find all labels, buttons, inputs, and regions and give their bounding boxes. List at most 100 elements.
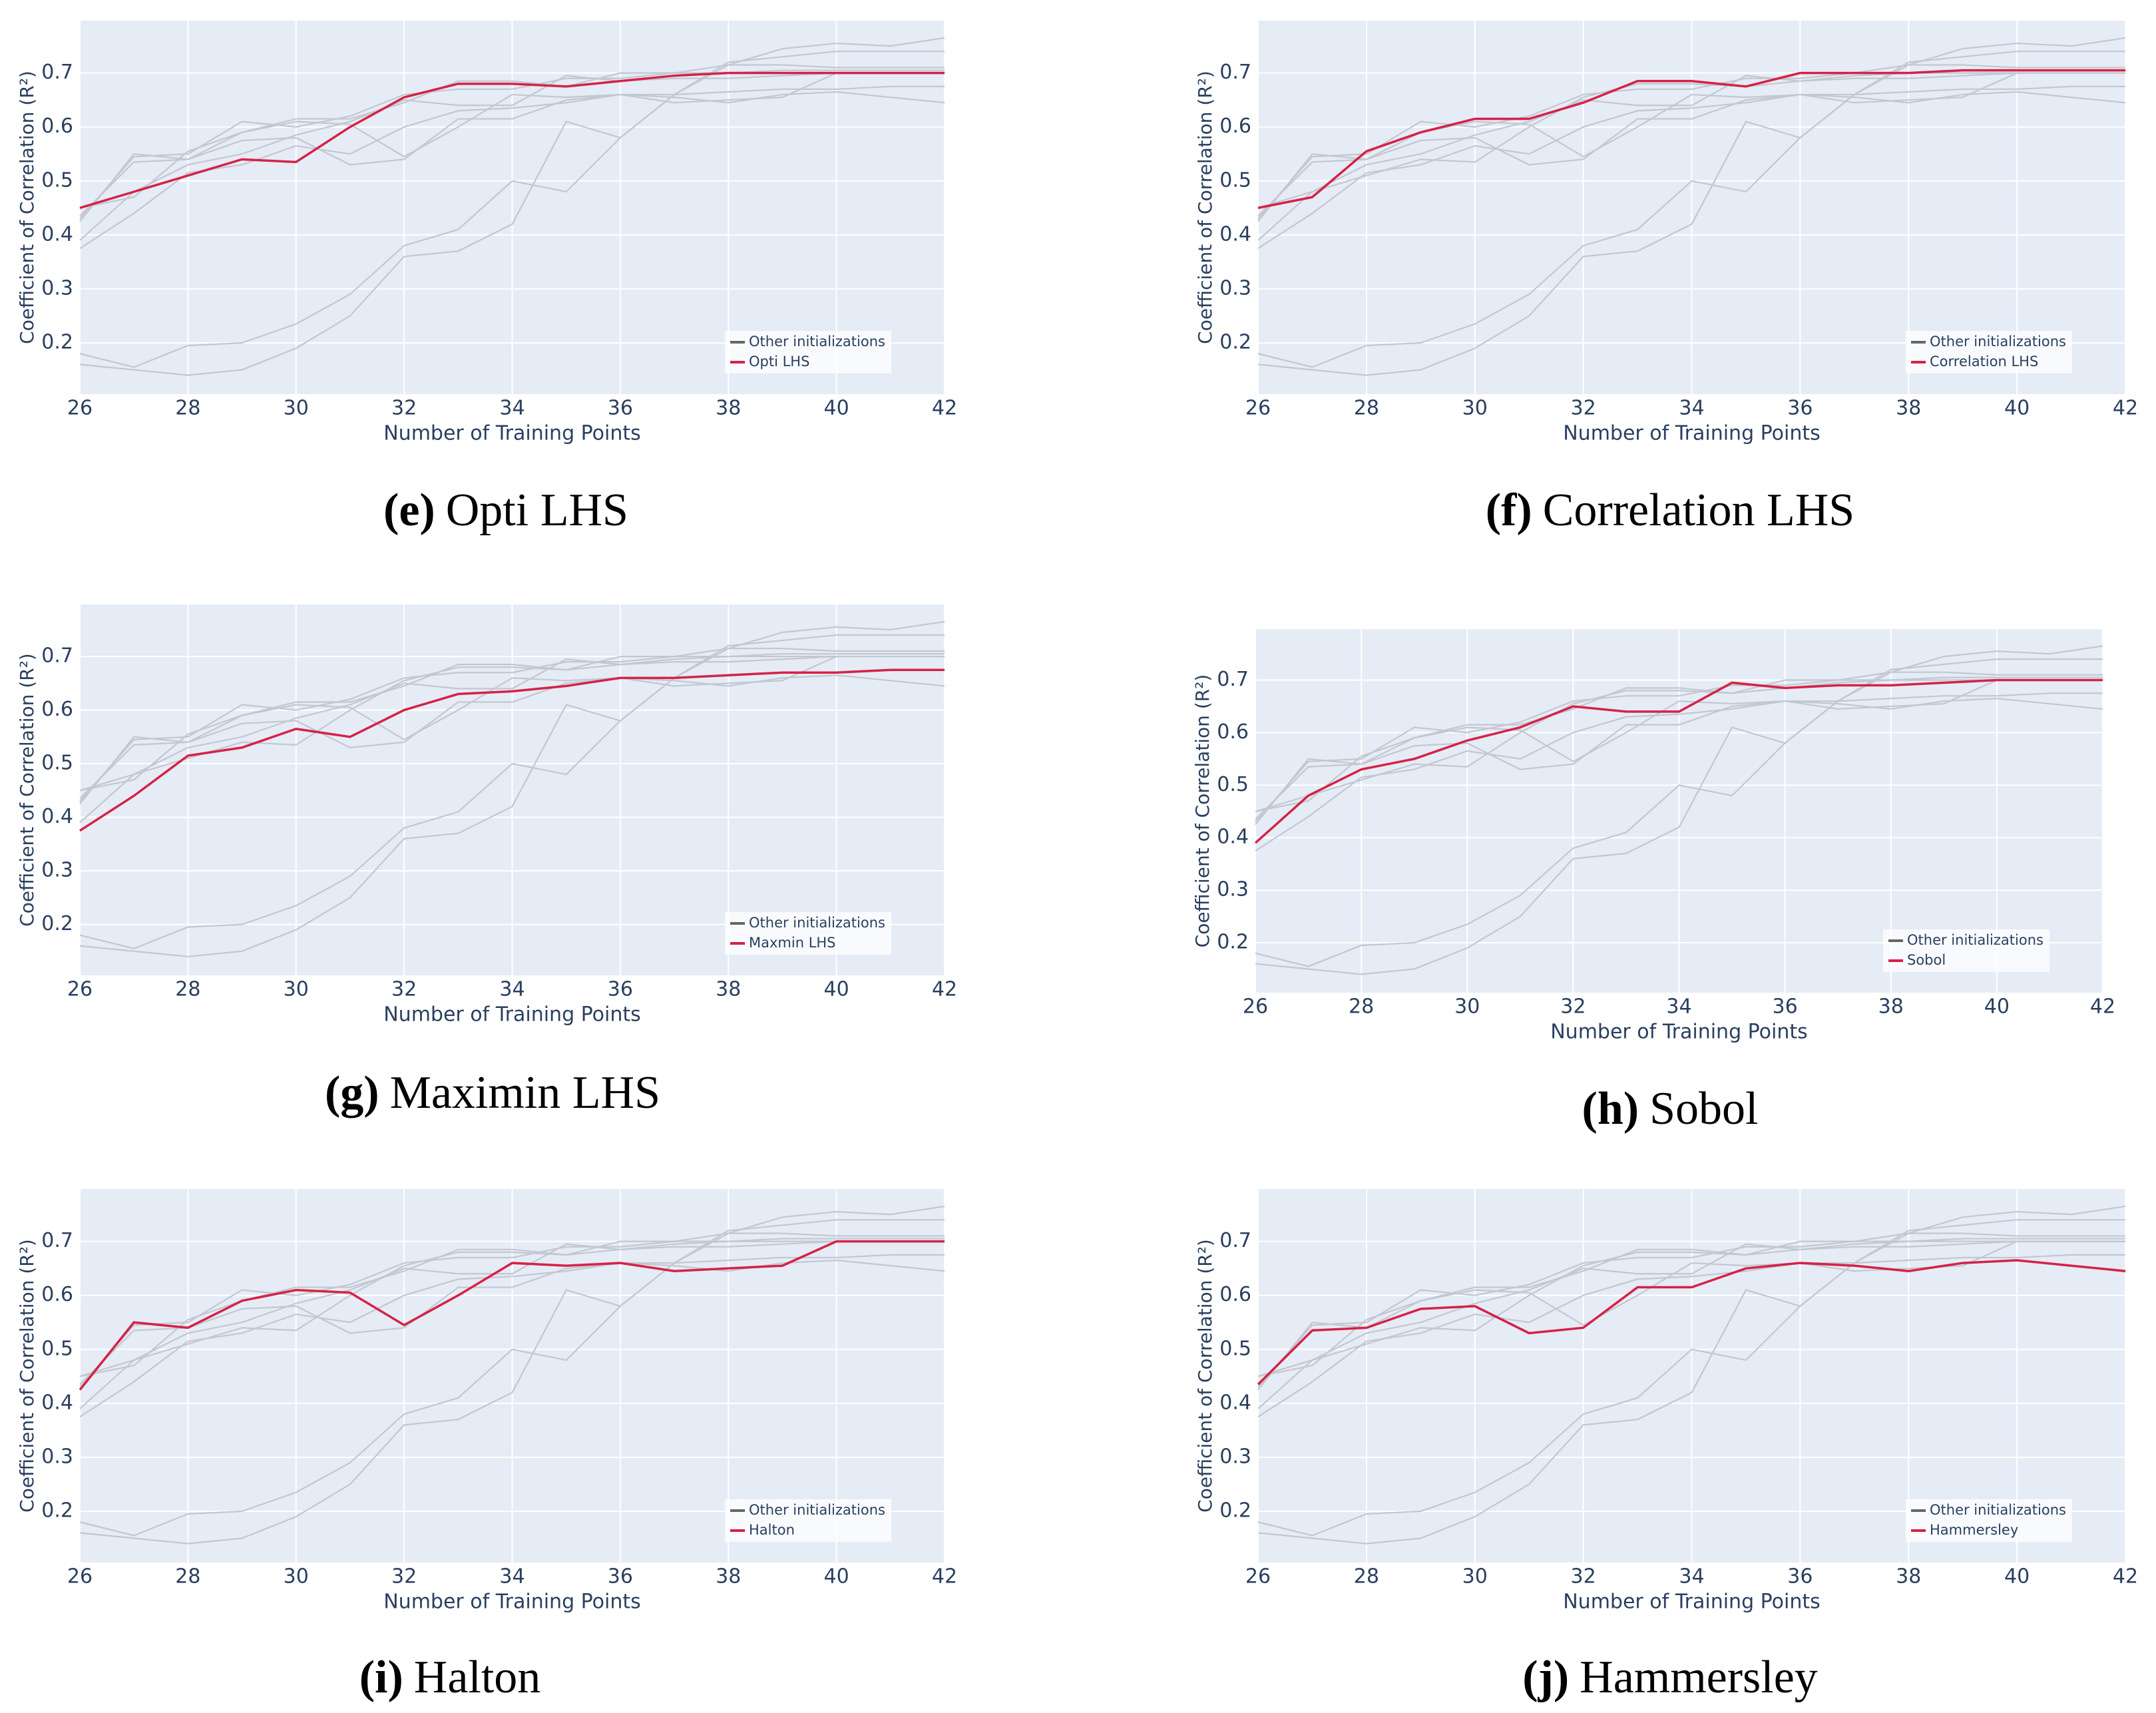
- x-tick-label: 38: [716, 397, 741, 420]
- legend-label: Other initializations: [749, 334, 885, 350]
- x-tick-label: 42: [932, 978, 957, 1001]
- series-line: [1255, 676, 2103, 812]
- y-tick-label: 0.6: [41, 698, 73, 721]
- x-tick-label: 26: [1245, 397, 1271, 420]
- series-line: [1254, 678, 2103, 844]
- series-line: [1257, 72, 2125, 209]
- x-axis-title: Number of Training Points: [383, 422, 641, 445]
- series-line: [1257, 1259, 2126, 1385]
- x-tick-label: 32: [1571, 397, 1596, 420]
- y-axis-title: Coefficient of Correlation (R²): [16, 1239, 38, 1513]
- series-line: [1257, 1240, 2125, 1391]
- x-tick-label: 32: [1571, 1565, 1596, 1589]
- y-tick-label: 0.4: [1217, 826, 1249, 849]
- x-tick-label: 40: [2004, 397, 2030, 420]
- series-line: [79, 64, 945, 220]
- series-line: [79, 1240, 945, 1377]
- y-axis-title: Coefficient of Correlation (R²): [1191, 674, 1213, 948]
- series-line: [79, 1240, 945, 1391]
- x-tick-label: 34: [499, 397, 525, 420]
- series-line: [1257, 37, 2126, 368]
- x-axis-title: Number of Training Points: [1563, 1591, 1821, 1614]
- series-line: [1257, 51, 2125, 376]
- y-tick-label: 0.2: [41, 330, 73, 354]
- caption-text: Maximin LHS: [390, 1067, 660, 1118]
- y-tick-label: 0.2: [1219, 1499, 1251, 1522]
- legend-label: Other initializations: [749, 915, 885, 931]
- x-tick-label: 30: [1462, 397, 1488, 420]
- series-line: [79, 51, 945, 376]
- y-tick-label: 0.2: [41, 912, 73, 935]
- x-tick-label: 40: [1984, 995, 2010, 1019]
- x-tick-label: 42: [2113, 397, 2138, 420]
- series-line: [1257, 1238, 2125, 1377]
- legend-label: Sobol: [1907, 952, 1946, 968]
- x-tick-label: 28: [175, 978, 200, 1001]
- y-tick-label: 0.5: [1219, 168, 1251, 192]
- subplot: 26 28 30 32 34 36 38 40 42 0.2 0.3 0.4 0.5 0.6 0.7 Numb…: [1194, 1189, 2138, 1703]
- legend-box: [725, 912, 891, 955]
- series-line: [79, 1259, 945, 1385]
- y-tick-label: 0.2: [41, 1499, 73, 1522]
- series-line: [79, 668, 945, 832]
- x-tick-label: 26: [1243, 995, 1268, 1019]
- x-tick-label: 28: [1349, 995, 1374, 1019]
- x-tick-label: 32: [391, 397, 417, 420]
- series-line: [79, 72, 945, 222]
- caption: (h) Sobol: [1582, 1083, 1759, 1134]
- series-line: [79, 652, 945, 792]
- series-line: [1257, 1219, 2125, 1545]
- x-tick-label: 32: [391, 978, 417, 1001]
- subplot: 26 28 30 32 34 36 38 40 42 0.2 0.3 0.4 0.5 0.6 0.7 Numb…: [1191, 629, 2115, 1134]
- y-tick-label: 0.6: [1217, 720, 1249, 744]
- series-line: [1257, 1205, 2126, 1537]
- y-tick-label: 0.6: [1219, 1283, 1251, 1306]
- series-line: [79, 37, 945, 368]
- x-tick-label: 34: [499, 978, 525, 1001]
- caption-label: (e): [383, 485, 435, 536]
- x-tick-label: 28: [1354, 397, 1379, 420]
- subplot: 26 28 30 32 34 36 38 40 42 0.2 0.3 0.4 0.5 0.6 0.7 Numb…: [16, 21, 957, 536]
- x-tick-label: 36: [608, 397, 633, 420]
- caption-text: Sobol: [1649, 1083, 1758, 1134]
- y-tick-label: 0.6: [41, 1283, 73, 1306]
- series-line: [1257, 91, 2126, 217]
- y-tick-label: 0.7: [41, 1229, 73, 1252]
- y-tick-label: 0.3: [41, 859, 73, 882]
- y-tick-label: 0.4: [1219, 222, 1251, 246]
- y-tick-label: 0.2: [1219, 330, 1251, 354]
- caption-label: (f): [1486, 485, 1532, 536]
- legend-box: [1906, 331, 2072, 373]
- x-axis-title: Number of Training Points: [383, 1003, 641, 1027]
- x-tick-label: 40: [824, 1565, 849, 1589]
- series-line: [79, 655, 945, 792]
- series-line: [79, 620, 945, 949]
- series-line: [1257, 1232, 2125, 1388]
- y-tick-label: 0.5: [41, 1337, 73, 1360]
- caption: (j) Hammersley: [1522, 1652, 1818, 1703]
- legend-label: Maxmin LHS: [749, 935, 836, 951]
- x-tick-label: 30: [1454, 995, 1480, 1019]
- legend-box: [725, 331, 891, 373]
- x-tick-label: 32: [391, 1565, 417, 1589]
- x-tick-label: 34: [1679, 1565, 1704, 1589]
- series-line: [1257, 64, 2125, 220]
- y-tick-label: 0.4: [1219, 1391, 1251, 1414]
- y-tick-label: 0.4: [41, 222, 73, 246]
- x-axis-title: Number of Training Points: [1550, 1021, 1808, 1044]
- legend-label: Correlation LHS: [1930, 354, 2038, 369]
- y-tick-label: 0.3: [41, 1445, 73, 1468]
- x-tick-label: 40: [824, 397, 849, 420]
- x-tick-label: 26: [67, 1565, 93, 1589]
- y-tick-label: 0.7: [1219, 1229, 1251, 1252]
- x-tick-label: 34: [1679, 397, 1704, 420]
- x-tick-label: 42: [932, 397, 957, 420]
- caption-label: (j): [1522, 1652, 1569, 1703]
- series-line: [79, 1205, 945, 1537]
- x-axis-title: Number of Training Points: [1563, 422, 1821, 445]
- x-tick-label: 38: [1878, 995, 1904, 1019]
- legend-label: Halton: [749, 1522, 795, 1538]
- x-tick-label: 30: [284, 1565, 309, 1589]
- legend-label: Other initializations: [749, 1502, 885, 1518]
- x-tick-label: 28: [175, 1565, 200, 1589]
